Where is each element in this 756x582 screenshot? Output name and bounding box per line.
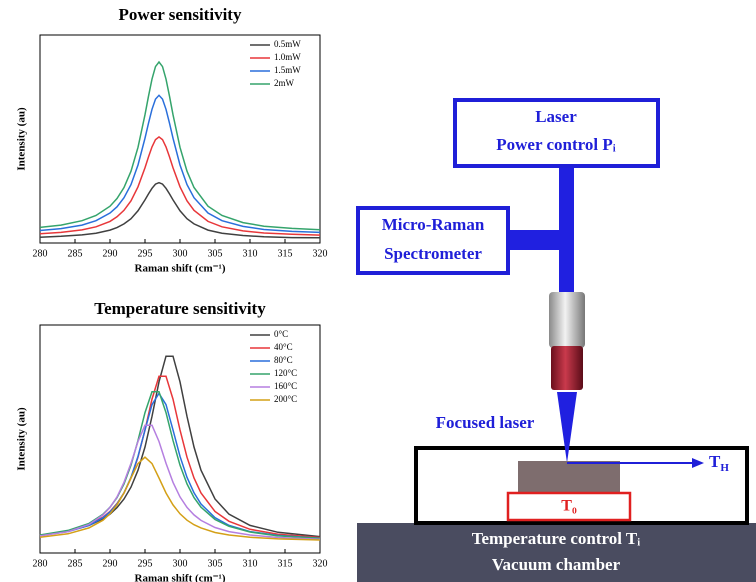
base-label: Temperature control Tᵢ [472,529,641,548]
series-line [39,94,321,234]
series-line [39,456,321,541]
beam-branch [508,230,560,250]
y-axis-label: Intensity (au) [16,407,28,471]
x-tick-label: 320 [313,558,328,569]
legend-label: 1.0mW [274,52,301,62]
heater [506,491,632,522]
x-tick-label: 280 [33,248,48,259]
x-tick-label: 300 [173,558,188,569]
series-line [39,60,321,231]
x-axis-label: Raman shift (cm⁻¹) [135,263,226,275]
laser-label: Laser [535,107,577,126]
x-tick-label: 295 [138,248,153,259]
arrow-head [692,458,704,468]
legend-label: 0.5mW [274,39,301,49]
x-tick-label: 280 [33,558,48,569]
chart-title: Temperature sensitivity [94,299,266,318]
x-tick-label: 290 [103,558,118,569]
focused-beam [557,392,577,463]
legend-label: 1.5mW [274,65,301,75]
y-axis-label: Intensity (au) [16,107,28,171]
x-tick-label: 310 [243,558,258,569]
stage-base [357,523,756,582]
series-line [39,424,321,541]
legend-label: 0°C [274,329,288,339]
legend-label: 80°C [274,355,293,365]
chart-title: Power sensitivity [119,5,242,24]
legend-label: 160°C [274,381,297,391]
base-label: Vacuum chamber [492,555,621,574]
x-tick-label: 300 [173,248,188,259]
legend-label: 200°C [274,394,297,404]
focused-label: Focused laser [436,413,535,432]
series-line [39,391,321,539]
x-tick-label: 305 [208,558,223,569]
sample [518,461,620,492]
hot-label: TH [709,452,729,474]
x-axis-label: Raman shift (cm⁻¹) [135,573,226,582]
legend-label: 40°C [274,342,293,352]
objective-lens [549,292,585,348]
spectrometer-box [356,206,510,275]
laser-beam [559,166,574,294]
x-tick-label: 315 [278,558,293,569]
hot-sub: H [720,462,729,474]
spectrometer-label: Spectrometer [384,244,482,263]
series-line [39,181,321,239]
x-tick-label: 315 [278,248,293,259]
laser-label: Power control Pᵢ [496,135,615,154]
spectrometer-label: Micro-Raman [382,215,485,234]
hot-main: T [709,452,721,471]
x-tick-label: 310 [243,248,258,259]
x-tick-label: 305 [208,248,223,259]
x-tick-label: 320 [313,248,328,259]
x-tick-label: 295 [138,558,153,569]
laser-box [453,98,660,168]
series-line [39,135,321,236]
legend-label: 2mW [274,78,295,88]
x-tick-label: 285 [68,558,83,569]
legend-label: 120°C [274,368,297,378]
objective-housing [551,346,583,390]
vacuum-chamber [414,446,749,525]
cold-label: T₀ [561,498,577,515]
x-tick-label: 290 [103,248,118,259]
x-tick-label: 285 [68,248,83,259]
